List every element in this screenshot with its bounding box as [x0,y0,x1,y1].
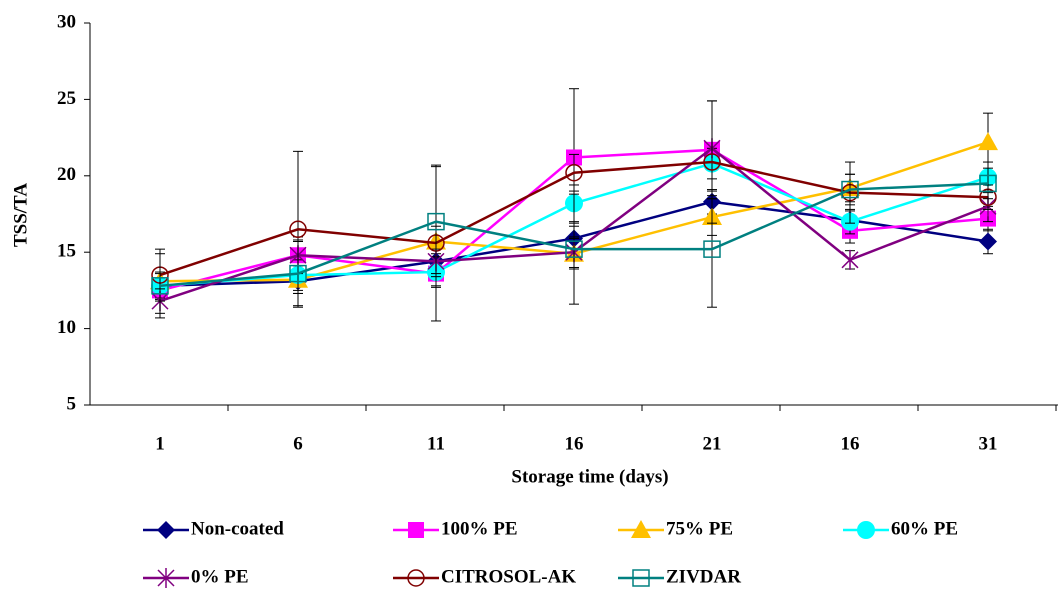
y-tick-label: 30 [57,11,76,32]
legend-label: Non-coated [191,518,284,539]
legend-label: 75% PE [666,518,733,539]
legend-label: 0% PE [191,566,249,587]
x-tick-label: 1 [155,433,165,454]
marker [978,132,998,150]
legend-label: 60% PE [891,518,958,539]
x-tick-label: 16 [565,433,584,454]
marker [857,521,875,539]
x-tick-label: 11 [427,433,445,454]
marker [842,250,858,270]
x-tick-label: 31 [979,433,998,454]
y-tick-label: 25 [57,88,76,109]
x-tick-label: 6 [293,433,303,454]
x-tick-label: 16 [841,433,860,454]
x-tick-label: 21 [703,433,722,454]
y-axis-title: TSS/TA [10,183,31,247]
x-axis-title: Storage time (days) [511,466,668,487]
y-tick-label: 15 [57,241,76,262]
legend-label: CITROSOL-AK [441,566,576,587]
chart: Storage time (days) TSS/TA 5101520253016… [0,0,1058,596]
y-tick-label: 20 [57,164,76,185]
marker [408,522,424,538]
legend-label: 100% PE [441,518,518,539]
y-tick-label: 10 [57,317,76,338]
marker [157,521,175,539]
marker [979,233,997,251]
y-tick-label: 5 [67,393,77,414]
legend-label: ZIVDAR [666,566,741,587]
